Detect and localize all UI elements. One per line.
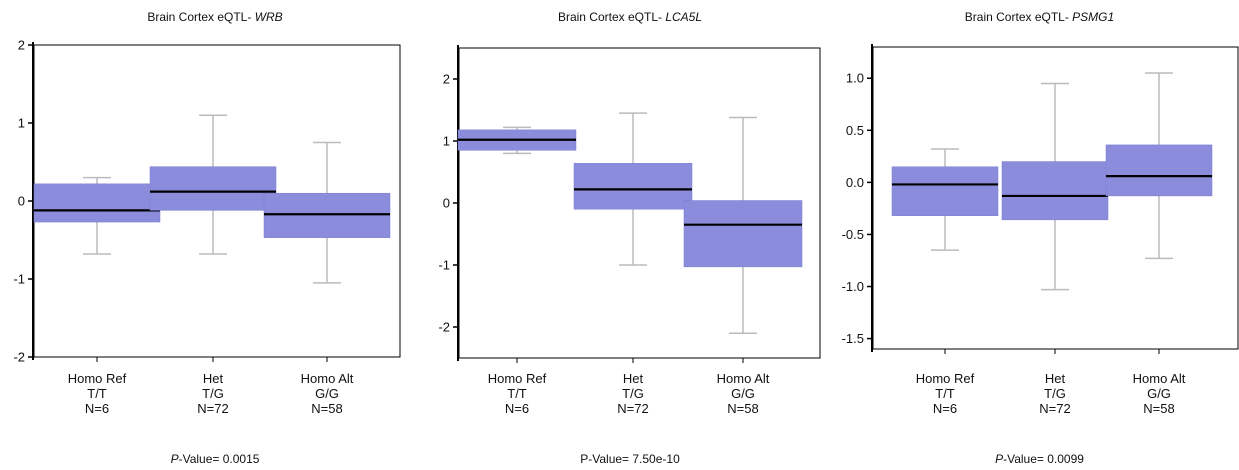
sample-count: N=58 xyxy=(311,401,342,416)
y-tick-label: -1 xyxy=(438,258,450,273)
genotype-label: G/G xyxy=(1147,386,1171,401)
iqr-box xyxy=(1105,144,1213,197)
y-tick-label: 0.0 xyxy=(846,175,864,190)
sample-count: N=72 xyxy=(1039,401,1070,416)
genotype-label: T/G xyxy=(1044,386,1066,401)
genotype-label: T/T xyxy=(507,386,527,401)
p-value-italic: P xyxy=(170,452,179,466)
category-name: Het xyxy=(623,371,644,386)
chart-title-gene: PSMG1 xyxy=(1072,10,1115,24)
y-tick-label: 2 xyxy=(18,38,25,53)
chart-title: Brain Cortex eQTL- WRB xyxy=(10,10,420,24)
category-name: Homo Alt xyxy=(301,371,354,386)
iqr-box xyxy=(33,183,161,223)
chart-title: Brain Cortex eQTL- LCA5L xyxy=(420,10,840,24)
chart-title-prefix: Brain Cortex eQTL- xyxy=(147,10,255,24)
sample-count: N=6 xyxy=(85,401,109,416)
iqr-box xyxy=(1001,161,1109,221)
chart-title-gene: LCA5L xyxy=(665,10,703,24)
category-name: Homo Ref xyxy=(916,371,975,386)
category-name: Homo Ref xyxy=(488,371,547,386)
genotype-label: T/T xyxy=(935,386,955,401)
x-category-label: Het T/G N=72 xyxy=(197,371,228,416)
box-plot-lca5l: 2 1 0 -1 -2 Homo Ref T/T N=6 Het T/G N=72 Homo Alt G… xyxy=(438,45,821,416)
genotype-label: T/G xyxy=(202,386,224,401)
y-tick-label: -2 xyxy=(13,350,25,365)
category-name: Homo Alt xyxy=(1133,371,1186,386)
iqr-box xyxy=(149,166,277,211)
y-tick-label: 2 xyxy=(443,72,450,87)
sample-count: N=6 xyxy=(505,401,529,416)
chart-title: Brain Cortex eQTL- PSMG1 xyxy=(840,10,1239,24)
x-category-label: Homo Ref T/T N=6 xyxy=(916,371,975,416)
y-tick-label: -1.0 xyxy=(842,279,864,294)
chart-title-prefix: Brain Cortex eQTL- xyxy=(964,10,1073,24)
chart-panel-lca5l: Brain Cortex eQTL- LCA5L 2 1 0 -1 -2 Homo Ref… xyxy=(420,0,840,470)
iqr-box xyxy=(891,166,999,216)
y-tick-label: -0.5 xyxy=(842,227,864,242)
x-category-label: Homo Alt G/G N=58 xyxy=(1133,371,1186,416)
genotype-label: G/G xyxy=(731,386,755,401)
p-value-text: P-Value= 7.50e-10 xyxy=(580,452,680,466)
y-tick-label: 1.0 xyxy=(846,71,864,86)
x-category-label: Het T/G N=72 xyxy=(1039,371,1070,416)
category-name: Homo Ref xyxy=(68,371,127,386)
genotype-label: T/G xyxy=(622,386,644,401)
p-value-text: -Value= 0.0099 xyxy=(1003,452,1084,466)
p-value-label: P-Value= 0.0015 xyxy=(10,452,420,466)
iqr-box xyxy=(683,200,803,268)
sample-count: N=6 xyxy=(933,401,957,416)
category-name: Homo Alt xyxy=(717,371,770,386)
x-category-label: Homo Ref T/T N=6 xyxy=(488,371,547,416)
p-value-label: P-Value= 0.0099 xyxy=(840,452,1239,466)
box-plot-wrb: 2 1 0 -1 -2 Homo Ref T/T N=6 Het T/G N=72 Homo Alt G… xyxy=(13,38,401,416)
category-name: Het xyxy=(203,371,224,386)
y-tick-label: 0 xyxy=(443,196,450,211)
x-category-label: Homo Alt G/G N=58 xyxy=(717,371,770,416)
category-name: Het xyxy=(1045,371,1066,386)
y-tick-label: 0 xyxy=(18,194,25,209)
sample-count: N=58 xyxy=(727,401,758,416)
iqr-box xyxy=(263,192,391,238)
y-tick-label: 1 xyxy=(443,134,450,149)
iqr-box xyxy=(573,163,693,210)
y-tick-label: -1 xyxy=(13,272,25,287)
chart-panel-wrb: Brain Cortex eQTL- WRB 2 1 0 -1 -2 Homo Ref T/… xyxy=(0,0,420,470)
sample-count: N=72 xyxy=(617,401,648,416)
genotype-label: T/T xyxy=(87,386,107,401)
y-tick-label: -2 xyxy=(438,320,450,335)
chart-title-prefix: Brain Cortex eQTL- xyxy=(557,10,666,24)
chart-panel-psmg1: Brain Cortex eQTL- PSMG1 1.0 0.5 0.0 -0.5 -1… xyxy=(840,0,1239,470)
x-category-label: Homo Alt G/G N=58 xyxy=(301,371,354,416)
y-tick-label: -1.5 xyxy=(842,331,864,346)
y-tick-label: 1 xyxy=(18,116,25,131)
chart-title-gene: WRB xyxy=(254,10,283,24)
genotype-label: G/G xyxy=(315,386,339,401)
x-category-label: Homo Ref T/T N=6 xyxy=(68,371,127,416)
sample-count: N=58 xyxy=(1143,401,1174,416)
sample-count: N=72 xyxy=(197,401,228,416)
x-category-label: Het T/G N=72 xyxy=(617,371,648,416)
p-value-text: -Value= 0.0015 xyxy=(178,452,260,466)
p-value-italic: P xyxy=(995,452,1004,466)
y-tick-label: 0.5 xyxy=(846,123,864,138)
p-value-label: P-Value= 7.50e-10 xyxy=(420,452,840,466)
